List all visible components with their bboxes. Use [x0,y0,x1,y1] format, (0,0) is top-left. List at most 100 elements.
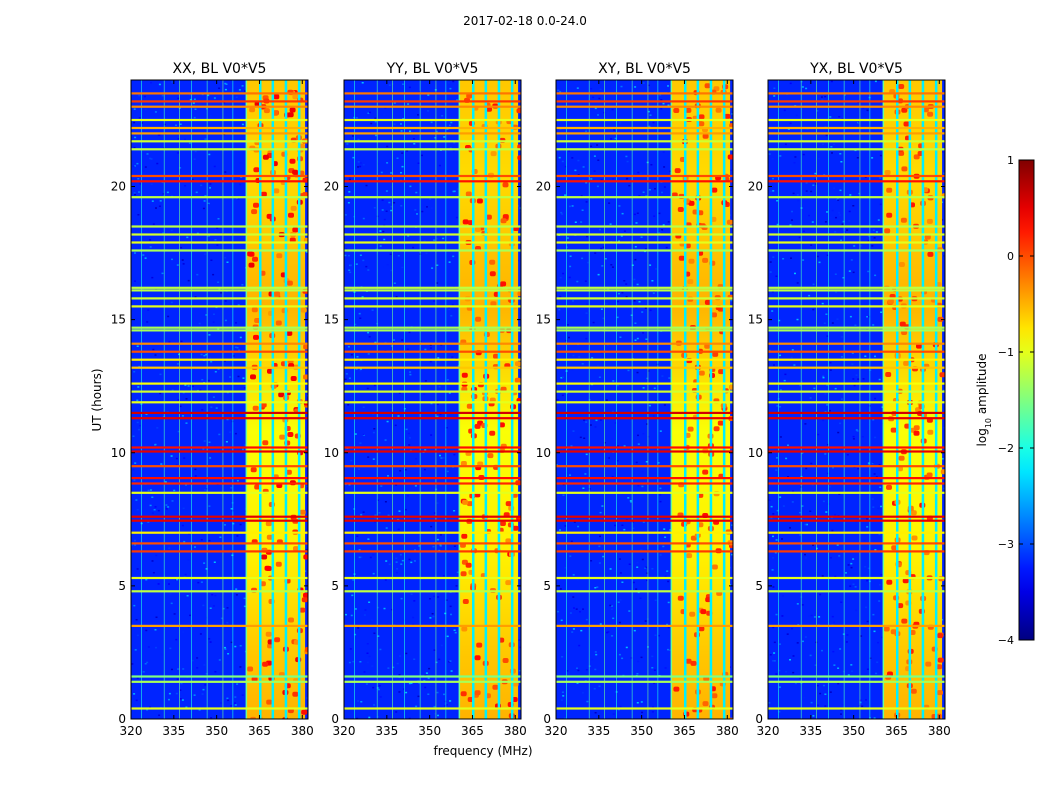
horizontal-rfi-line [344,148,521,151]
horizontal-rfi-line [344,305,521,308]
horizontal-rfi-line [556,411,733,414]
horizontal-rfi-line [131,148,308,151]
colorbar-tick-label: −4 [998,634,1014,647]
band-edge [458,80,461,719]
horizontal-rfi-line [131,675,308,678]
vertical-rfi-line [604,80,605,719]
y-tick-label: 20 [536,180,551,194]
horizontal-rfi-line [768,148,945,151]
colorbar: 1 0 −1 −2 −3 −4 log10 amplitude [975,154,1035,647]
vertical-rfi-line [354,80,355,719]
horizontal-rfi-line [344,515,521,518]
x-tick-label: 350 [205,724,228,738]
x-tick-label: 320 [545,724,568,738]
horizontal-rfi-line [131,241,308,244]
horizontal-rfi-line [768,382,945,385]
horizontal-rfi-line [556,382,733,385]
horizontal-rfi-line [344,550,521,553]
horizontal-rfi-line [768,450,945,453]
horizontal-rfi-line [768,305,945,308]
channel-gap [722,80,726,719]
horizontal-rfi-line [556,132,733,135]
spectrogram-panel-3: XY, BL V0*V5 320 335 350 365 380 0 5 10 15 20 [536,61,739,738]
vertical-rfi-line [869,80,871,719]
horizontal-rfi-line [344,542,521,545]
horizontal-rfi-line [344,446,521,449]
y-tick-label: 15 [111,313,126,327]
x-tick-label: 350 [842,724,865,738]
horizontal-rfi-line [768,100,945,103]
horizontal-rfi-line [768,289,945,292]
horizontal-rfi-line [344,350,521,353]
horizontal-rfi-line [131,707,308,710]
horizontal-rfi-line [344,624,521,627]
panel-title: XY, BL V0*V5 [598,61,691,77]
horizontal-rfi-line [344,105,521,108]
horizontal-rfi-line [768,411,945,414]
horizontal-rfi-line [131,140,308,143]
horizontal-rfi-line [131,477,308,480]
horizontal-rfi-line [768,358,945,361]
x-tick-label: 320 [333,724,356,738]
horizontal-rfi-line [768,132,945,135]
horizontal-rfi-line [131,92,308,95]
horizontal-rfi-line [768,519,945,522]
horizontal-rfi-line [131,590,308,593]
horizontal-rfi-line [768,624,945,627]
y-tick-label: 20 [324,180,339,194]
horizontal-rfi-line [768,233,945,236]
horizontal-rfi-line [768,417,945,420]
x-tick-label: 380 [291,724,314,738]
horizontal-rfi-line [344,590,521,593]
horizontal-rfi-line [131,491,308,494]
x-tick-label: 365 [673,724,696,738]
vertical-rfi-line [435,80,437,719]
horizontal-rfi-line [556,491,733,494]
vertical-rfi-line [222,80,224,719]
horizontal-rfi-line [131,326,308,329]
horizontal-rfi-line [344,289,521,292]
y-tick-label: 0 [755,712,763,726]
horizontal-rfi-line [556,417,733,420]
vertical-rfi-line [232,80,234,719]
horizontal-rfi-line [131,576,308,580]
spectrogram-panel-2: YY, BL V0*V5 320 335 350 365 380 0 5 10 15 20 [324,61,527,738]
vertical-rfi-line [445,80,447,719]
horizontal-rfi-line [556,297,733,300]
y-tick-label: 10 [324,446,339,460]
y-tick-label: 15 [324,313,339,327]
horizontal-rfi-line [344,249,521,252]
horizontal-rfi-line [556,366,733,369]
horizontal-rfi-line [556,350,733,353]
horizontal-rfi-line [344,174,521,178]
channel-gap [684,80,687,719]
horizontal-rfi-line [131,286,308,289]
horizontal-rfi-line [344,417,521,420]
horizontal-rfi-line [344,531,521,534]
horizontal-rfi-line [556,92,733,95]
horizontal-rfi-line [768,326,945,329]
colorbar-tick-label: 1 [1007,154,1014,167]
colorbar-label: log10 amplitude [975,354,993,447]
horizontal-rfi-line [344,241,521,244]
horizontal-rfi-line [131,126,308,130]
horizontal-rfi-line [344,491,521,494]
horizontal-rfi-line [768,126,945,130]
horizontal-rfi-line [556,174,733,178]
horizontal-rfi-line [344,576,521,580]
horizontal-rfi-line [344,233,521,236]
horizontal-rfi-line [344,329,521,332]
channel-gap [297,80,301,719]
horizontal-rfi-line [768,465,945,468]
y-tick-label: 5 [755,579,763,593]
channel-gap [497,80,501,719]
y-tick-label: 5 [331,579,339,593]
horizontal-rfi-line [344,411,521,414]
horizontal-rfi-line [131,366,308,369]
horizontal-rfi-line [131,180,308,183]
x-tick-label: 380 [928,724,951,738]
horizontal-rfi-line [556,140,733,143]
horizontal-rfi-line [131,531,308,534]
channel-gap [259,80,262,719]
